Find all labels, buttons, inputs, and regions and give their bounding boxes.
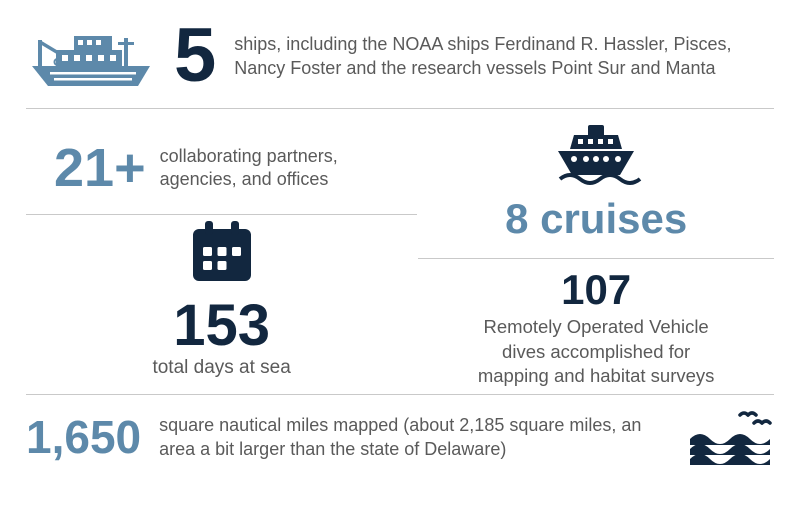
stat-cell-days: 153 total days at sea bbox=[26, 215, 417, 381]
stat-cell-partners: 21+ collaborating partners, agencies, an… bbox=[26, 122, 417, 214]
stat-row-mapped: 1,650 square nautical miles mapped (abou… bbox=[26, 395, 774, 465]
ocean-waves-icon bbox=[688, 409, 774, 465]
mapped-stat-desc: square nautical miles mapped (about 2,18… bbox=[159, 413, 659, 462]
survey-ship-icon bbox=[26, 22, 156, 90]
days-stat-number: 153 bbox=[173, 297, 270, 355]
stat-grid-middle: 21+ collaborating partners, agencies, an… bbox=[26, 109, 774, 394]
rov-desc-line2: dives accomplished for bbox=[478, 340, 715, 365]
partners-desc-line1: collaborating partners, bbox=[160, 145, 338, 168]
rov-stat-number: 107 bbox=[561, 269, 631, 311]
right-column: 8 cruises 107 Remotely Operated Vehicle … bbox=[418, 106, 774, 398]
rov-desc: Remotely Operated Vehicle dives accompli… bbox=[478, 315, 715, 390]
rov-desc-line1: Remotely Operated Vehicle bbox=[478, 315, 715, 340]
days-stat-desc: total days at sea bbox=[152, 355, 290, 381]
partners-desc: collaborating partners, agencies, and of… bbox=[160, 145, 338, 192]
stat-cell-rov: 107 Remotely Operated Vehicle dives acco… bbox=[418, 259, 774, 398]
partners-desc-line2: agencies, and offices bbox=[160, 168, 338, 191]
stat-row-ships: 5 ships, including the NOAA ships Ferdin… bbox=[26, 18, 774, 108]
stat-cell-cruises: 8 cruises bbox=[418, 106, 774, 258]
calendar-icon bbox=[183, 215, 261, 293]
cruise-ship-icon bbox=[548, 121, 644, 193]
left-column: 21+ collaborating partners, agencies, an… bbox=[26, 122, 417, 381]
cruises-stat-label: 8 cruises bbox=[505, 195, 687, 243]
infographic-container: 5 ships, including the NOAA ships Ferdin… bbox=[0, 0, 800, 521]
mapped-stat-number: 1,650 bbox=[26, 414, 141, 460]
ships-stat-desc: ships, including the NOAA ships Ferdinan… bbox=[234, 32, 744, 81]
partners-stat-number: 21+ bbox=[54, 141, 146, 195]
ships-stat-number: 5 bbox=[174, 18, 216, 94]
rov-desc-line3: mapping and habitat surveys bbox=[478, 364, 715, 389]
